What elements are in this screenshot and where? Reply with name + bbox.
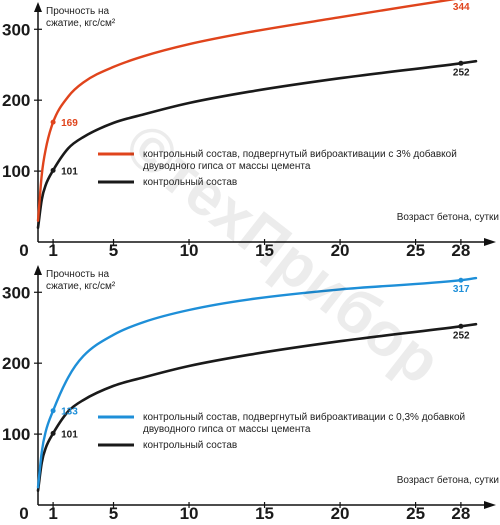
x-tick-label: 20 — [331, 241, 350, 260]
data-point — [458, 277, 464, 283]
series-line-1 — [36, 322, 478, 493]
x-tick-label: 10 — [180, 504, 199, 523]
y-axis-label: Прочность на сжатие, кгс/см² — [46, 269, 116, 292]
legend-label-line2: двуводного гипса от массы цемента — [143, 161, 311, 172]
y-tick-label: 300 — [2, 283, 30, 302]
series-line-0 — [36, 276, 478, 489]
legend-label: контрольный состав, подвергнутый виброак… — [143, 148, 457, 160]
x-tick-label: 0 — [19, 504, 28, 523]
data-label: 133 — [61, 407, 78, 418]
data-point — [50, 167, 56, 173]
x-tick-label: 28 — [451, 241, 470, 260]
x-tick-label: 1 — [48, 504, 57, 523]
series-line-0 — [36, 0, 457, 222]
chart-bottom: 100 200 300 0 1 5 10 15 20 25 28 Прочность на сжатие… — [0, 263, 500, 525]
series-line-1 — [36, 59, 478, 230]
data-label: 317 — [453, 284, 470, 295]
data-label: 252 — [453, 67, 470, 78]
x-axis-arrow — [484, 238, 496, 246]
y-tick-label: 300 — [2, 20, 30, 39]
x-tick-label: 15 — [255, 504, 274, 523]
x-tick-label: 10 — [180, 241, 199, 260]
data-point — [458, 60, 464, 66]
x-tick-label: 20 — [331, 504, 350, 523]
y-tick-label: 200 — [2, 354, 30, 373]
legend-label-line2: двуводного гипса от массы цемента — [143, 424, 311, 435]
x-tick-label: 28 — [451, 504, 470, 523]
x-tick-label: 25 — [406, 504, 425, 523]
x-tick-label: 15 — [255, 241, 274, 260]
x-tick-label: 0 — [19, 241, 28, 260]
data-label: 252 — [453, 330, 470, 341]
legend-label: контрольный состав — [143, 440, 237, 451]
y-tick-label: 100 — [2, 162, 30, 181]
data-label: 101 — [61, 429, 78, 440]
x-axis-arrow — [484, 501, 496, 509]
y-tick-label: 100 — [2, 425, 30, 444]
x-tick-label: 1 — [48, 241, 57, 260]
data-point — [459, 0, 463, 1]
data-label: 101 — [61, 166, 78, 177]
x-axis-label: Возраст бетона, сутки — [397, 474, 499, 486]
x-tick-label: 5 — [109, 241, 118, 260]
y-axis-label: Прочность на сжатие, кгс/см² — [46, 6, 116, 29]
data-point — [50, 430, 56, 436]
data-label: 169 — [61, 118, 78, 129]
y-tick-label: 200 — [2, 91, 30, 110]
legend-label: контрольный состав — [143, 177, 237, 188]
x-axis-label: Возраст бетона, сутки — [397, 211, 499, 223]
data-label: 344 — [453, 2, 470, 13]
data-point — [50, 408, 56, 414]
legend-label: контрольный состав, подвергнутый виброак… — [143, 411, 465, 423]
y-axis-arrow — [34, 2, 42, 12]
y-axis-arrow — [34, 265, 42, 275]
x-tick-label: 5 — [109, 504, 118, 523]
data-point — [458, 323, 464, 329]
chart-top: 100 200 300 0 1 5 10 15 20 25 28 Прочность на сжатие… — [0, 0, 500, 262]
data-point — [50, 119, 56, 125]
x-tick-label: 25 — [406, 241, 425, 260]
